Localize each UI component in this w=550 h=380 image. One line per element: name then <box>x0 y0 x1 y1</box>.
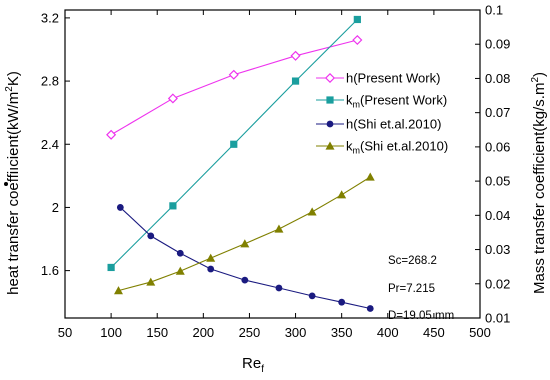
y-left-title-suffix: cient(kW/m <box>5 92 22 167</box>
legend-marker-1 <box>326 96 334 104</box>
series-1-point <box>230 140 238 148</box>
annotation-sc: Sc=268.2 <box>388 255 437 267</box>
series-3-point <box>337 190 347 199</box>
annotation-d: D=19.05 mm <box>388 310 454 322</box>
series-2-point <box>147 232 155 240</box>
x-axis-title-sub: f <box>261 364 264 375</box>
x-tick-label: 400 <box>377 325 399 340</box>
x-tick-label: 250 <box>239 325 261 340</box>
y-left-tick-label: 2.8 <box>41 74 59 89</box>
series-2-point <box>366 305 374 312</box>
y-right-tick-label: 0.09 <box>485 37 510 52</box>
y-right-title-end: ) <box>531 72 548 77</box>
y-right-tick-label: 0.05 <box>485 174 510 189</box>
series-0-point <box>106 129 117 140</box>
y-left-tick-label: 2.4 <box>41 137 59 152</box>
x-tick-label: 300 <box>285 325 307 340</box>
y-right-axis-title: Mass transfer coefficient(kg/s.m2) <box>530 72 548 294</box>
y-left-title-end: K) <box>5 71 22 86</box>
x-tick-label: 200 <box>192 325 214 340</box>
series-3-point <box>146 277 156 286</box>
legend-label-0: h(Present Work) <box>346 71 440 86</box>
x-axis-title: Ref <box>242 355 264 375</box>
series-0-point <box>290 50 301 61</box>
y-right-tick-label: 0.08 <box>485 71 510 86</box>
x-tick-label: 350 <box>331 325 353 340</box>
plot-frame <box>64 9 481 319</box>
series-2-point <box>338 298 346 306</box>
legend-label-2: h(Shi et.al.2010) <box>346 117 441 132</box>
x-tick-label: 150 <box>146 325 168 340</box>
legend-marker-3 <box>325 141 335 150</box>
series-0-point <box>167 93 178 104</box>
y-left-title-dotless-i: ı <box>5 167 22 171</box>
y-left-tick-label: 2 <box>52 200 59 215</box>
series-2-point <box>275 284 283 292</box>
series-2-point <box>116 204 124 211</box>
y-left-axis-title: heat transfer coeffiıcient(kW/m2K) <box>4 71 22 295</box>
series-1-point <box>353 15 361 24</box>
series-2-point <box>308 292 316 300</box>
series-3-point <box>206 253 216 262</box>
y-left-title-sup: 2 <box>4 86 15 92</box>
series-3-point <box>365 172 375 181</box>
legend-label-1: km(Present Work) <box>346 93 447 110</box>
series-line-2 <box>119 207 371 310</box>
series-1-point <box>169 202 177 210</box>
y-right-tick-label: 0.04 <box>485 208 510 223</box>
y-left-title-prefix: heat transfer coeffi <box>5 171 22 295</box>
annotation-pr: Pr=7.215 <box>388 283 435 295</box>
y-right-tick-label: 0.01 <box>485 311 510 326</box>
series-3-point <box>274 224 284 233</box>
y-right-title-prefix: Mass transfer coefficient(kg/s.m <box>531 83 548 294</box>
series-1-point <box>291 77 300 85</box>
x-tick-label: 50 <box>58 325 72 340</box>
x-tick-label: 450 <box>423 325 445 340</box>
series-0-point <box>228 69 239 80</box>
series-3-point <box>240 239 250 248</box>
y-right-tick-label: 0.02 <box>485 276 510 291</box>
y-right-tick-label: 0.1 <box>485 3 503 18</box>
y-right-title-sup: 2 <box>530 77 541 83</box>
series-3-point <box>175 266 185 275</box>
y-right-tick-label: 0.03 <box>485 242 510 257</box>
series-1-point <box>107 263 115 272</box>
series-line-0 <box>110 39 358 136</box>
legend-label-3: km(Shi et.al.2010) <box>346 139 448 156</box>
y-left-tick-label: 1.6 <box>41 263 59 278</box>
series-3-point <box>113 286 123 295</box>
series-line-3 <box>118 176 371 292</box>
series-3-point <box>307 207 317 216</box>
legend-marker-0 <box>324 72 336 84</box>
y-right-tick-label: 0.06 <box>485 139 510 154</box>
series-2-point <box>241 276 249 284</box>
y-right-tick-label: 0.07 <box>485 105 510 120</box>
legend-marker-2 <box>326 120 334 128</box>
x-tick-label: 500 <box>469 325 491 340</box>
series-2-point <box>176 249 184 257</box>
series-2-point <box>207 265 215 273</box>
x-axis-title-main: Re <box>242 355 261 372</box>
y-left-title-dot <box>4 182 8 186</box>
x-tick-label: 100 <box>100 325 122 340</box>
y-left-tick-label: 3.2 <box>41 10 59 25</box>
series-0-point <box>352 34 363 46</box>
